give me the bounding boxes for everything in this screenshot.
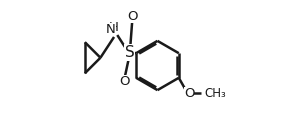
Text: N: N: [106, 23, 116, 36]
Text: CH₃: CH₃: [204, 87, 226, 100]
Text: S: S: [125, 45, 134, 60]
Text: O: O: [127, 10, 138, 23]
Text: H: H: [109, 21, 119, 34]
Text: O: O: [119, 75, 130, 88]
Text: O: O: [184, 87, 194, 100]
